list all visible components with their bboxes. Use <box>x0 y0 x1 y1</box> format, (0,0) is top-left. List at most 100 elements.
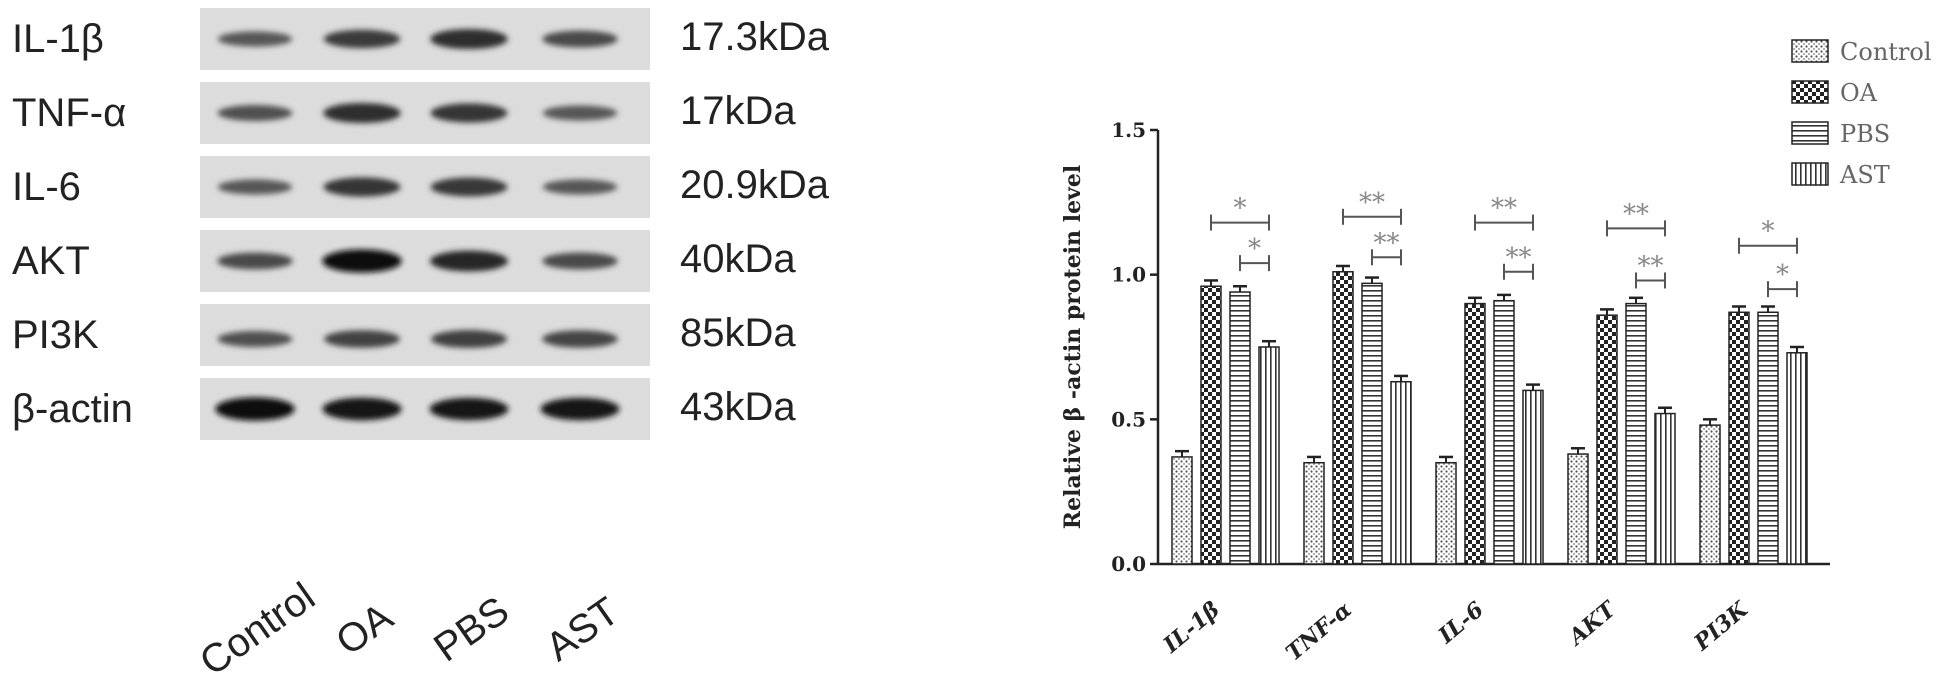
legend-item: AST <box>1791 161 1890 189</box>
x-tick-label: IL-6 <box>1433 597 1489 650</box>
bar <box>1567 453 1589 565</box>
legend-label: OA <box>1840 79 1878 107</box>
protein-label: β-actin <box>12 387 133 431</box>
bar <box>1757 311 1779 565</box>
significance-label: * <box>1234 194 1247 224</box>
bar <box>1522 389 1544 565</box>
legend-swatch <box>1791 121 1829 145</box>
lane-label: Control <box>192 574 323 684</box>
legend-item: Control <box>1791 38 1932 66</box>
blot-row: PI3K 85kDa <box>12 304 796 366</box>
legend-item: OA <box>1791 79 1878 107</box>
legend-label: Control <box>1840 38 1932 66</box>
significance-bracket: ** <box>1635 251 1666 289</box>
x-tick-label: PI3K <box>1688 596 1753 657</box>
protein-label: PI3K <box>12 313 99 357</box>
y-tick-label: 0.0 <box>1111 552 1146 576</box>
blot-band <box>217 331 293 347</box>
blot-band <box>322 397 402 421</box>
legend-swatch <box>1791 80 1829 104</box>
kda-label: 17kDa <box>680 89 796 133</box>
x-tick-label: IL-1β <box>1158 596 1225 658</box>
blot-band <box>542 252 618 270</box>
y-tick-label: 0.5 <box>1111 407 1146 431</box>
blot-band <box>217 179 293 195</box>
blot-band <box>323 29 401 49</box>
blot-band <box>430 103 508 123</box>
x-tick-label: AKT <box>1562 596 1622 652</box>
bar <box>1493 299 1515 565</box>
blot-band <box>323 103 401 123</box>
blot-row: AKT 40kDa <box>12 230 796 292</box>
bar <box>1786 352 1808 565</box>
bar <box>1229 291 1251 565</box>
protein-label: TNF-α <box>12 91 126 135</box>
blot-row: β-actin 43kDa <box>12 378 796 440</box>
significance-bracket: * <box>1210 194 1270 231</box>
blot-band <box>215 397 295 421</box>
bar <box>1625 302 1647 565</box>
chart-legend: Control OA PBS AST <box>1791 38 1932 189</box>
legend-label: AST <box>1839 161 1890 189</box>
kda-label: 40kDa <box>680 237 796 281</box>
significance-label: ** <box>1491 194 1517 224</box>
bar <box>1464 302 1486 565</box>
significance-bracket: * <box>1767 260 1798 298</box>
bar <box>1258 346 1280 565</box>
significance-label: * <box>1762 217 1775 247</box>
blot-band <box>430 330 508 348</box>
bar-chart: 0.0 0.5 1.0 1.5 Relative β -actin protein le… <box>1060 38 1932 666</box>
protein-label: AKT <box>12 239 90 283</box>
blot-band <box>324 330 400 348</box>
blot-strips: IL-1β 17.3kDa TNF-α 17kDa IL-6 20.9kDa AKT 40kD… <box>12 8 830 440</box>
bar <box>1654 412 1676 565</box>
blot-band <box>430 177 508 197</box>
blot-band <box>430 29 508 49</box>
blot-band <box>542 179 618 195</box>
significance-label: ** <box>1374 228 1400 258</box>
bar <box>1728 311 1750 565</box>
kda-label: 17.3kDa <box>680 15 830 59</box>
x-tick-label: TNF-α <box>1281 597 1357 667</box>
bar <box>1200 285 1222 565</box>
blot-band <box>429 397 509 421</box>
lane-label: AST <box>538 589 627 670</box>
blot-band <box>217 252 293 270</box>
chart-axes: 0.0 0.5 1.0 1.5 Relative β -actin protein le… <box>1060 118 1830 666</box>
blot-band <box>542 30 618 48</box>
y-axis-label: Relative β -actin protein level <box>1060 165 1086 529</box>
significance-bracket: ** <box>1503 243 1534 280</box>
lane-label: PBS <box>426 588 517 670</box>
western-blot-panel: IL-1β 17.3kDa TNF-α 17kDa IL-6 20.9kDa AKT 40kD… <box>12 8 830 684</box>
kda-label: 20.9kDa <box>680 163 830 207</box>
chart-bars <box>1171 264 1808 565</box>
significance-bracket: ** <box>1474 194 1534 231</box>
blot-band <box>430 250 508 272</box>
significance-label: ** <box>1638 251 1664 281</box>
bar <box>1303 461 1325 565</box>
protein-label: IL-1β <box>12 17 104 61</box>
significance-brackets: **************** <box>1210 188 1798 298</box>
blot-row: IL-6 20.9kDa <box>12 156 830 218</box>
legend-item: PBS <box>1791 120 1890 148</box>
significance-label: ** <box>1359 188 1385 218</box>
bar <box>1699 424 1721 565</box>
protein-label: IL-6 <box>12 165 81 209</box>
y-tick-label: 1.5 <box>1111 118 1146 142</box>
blot-band <box>323 177 401 197</box>
bar <box>1435 461 1457 565</box>
blot-row: IL-1β 17.3kDa <box>12 8 830 70</box>
significance-bracket: * <box>1738 217 1798 254</box>
bar <box>1171 456 1193 565</box>
significance-bracket: ** <box>1371 228 1402 266</box>
blot-band <box>217 105 293 121</box>
significance-label: ** <box>1506 243 1532 273</box>
significance-label: * <box>1776 260 1789 290</box>
legend-swatch <box>1791 162 1829 186</box>
kda-label: 85kDa <box>680 311 796 355</box>
blot-band <box>542 105 618 121</box>
blot-band <box>540 397 620 421</box>
lane-labels: Control OA PBS AST <box>192 574 627 684</box>
significance-bracket: ** <box>1606 199 1666 237</box>
bar <box>1332 271 1354 565</box>
